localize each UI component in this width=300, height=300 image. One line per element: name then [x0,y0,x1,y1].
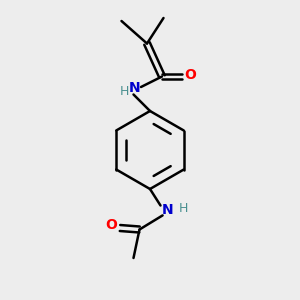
Text: N: N [162,203,174,217]
Text: N: N [129,82,141,95]
Text: H: H [120,85,129,98]
Text: H: H [178,202,188,215]
Text: O: O [105,218,117,232]
Text: O: O [184,68,196,82]
